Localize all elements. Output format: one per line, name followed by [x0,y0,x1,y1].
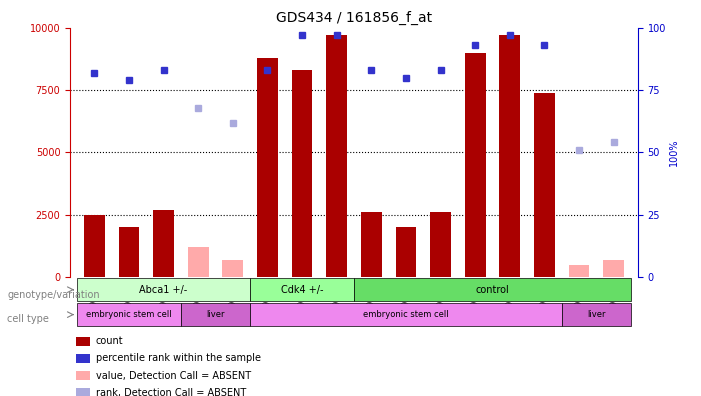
Y-axis label: 100%: 100% [669,139,679,166]
Text: Cdk4 +/-: Cdk4 +/- [281,285,323,295]
FancyBboxPatch shape [77,278,250,301]
Bar [499,35,520,277]
Text: cell type: cell type [7,314,49,324]
Bar [118,227,139,277]
Text: liver: liver [587,310,606,319]
Text: embryonic stem cell: embryonic stem cell [86,310,172,319]
Bar [76,354,90,363]
FancyBboxPatch shape [354,278,631,301]
Text: rank, Detection Call = ABSENT: rank, Detection Call = ABSENT [95,388,246,396]
Text: genotype/variation: genotype/variation [7,290,100,300]
Bar [76,371,90,380]
FancyBboxPatch shape [562,303,631,326]
Title: GDS434 / 161856_f_at: GDS434 / 161856_f_at [276,11,432,25]
Bar [361,212,382,277]
Text: count: count [95,336,123,346]
Bar [76,337,90,346]
Bar [154,210,174,277]
FancyBboxPatch shape [250,303,562,326]
Bar [534,93,554,277]
FancyBboxPatch shape [250,278,354,301]
FancyBboxPatch shape [181,303,250,326]
Text: percentile rank within the sample: percentile rank within the sample [95,354,261,364]
Bar [465,53,486,277]
Bar [292,70,313,277]
FancyBboxPatch shape [77,303,181,326]
Bar [430,212,451,277]
Bar [188,247,209,277]
Bar [222,260,243,277]
Bar [604,260,624,277]
Text: embryonic stem cell: embryonic stem cell [363,310,449,319]
Text: value, Detection Call = ABSENT: value, Detection Call = ABSENT [95,371,251,381]
Bar [326,35,347,277]
Text: control: control [475,285,510,295]
Bar [257,58,278,277]
Text: Abca1 +/-: Abca1 +/- [139,285,188,295]
Bar [395,227,416,277]
Bar [569,265,590,277]
Bar [76,388,90,396]
Text: liver: liver [206,310,225,319]
Bar [84,215,104,277]
